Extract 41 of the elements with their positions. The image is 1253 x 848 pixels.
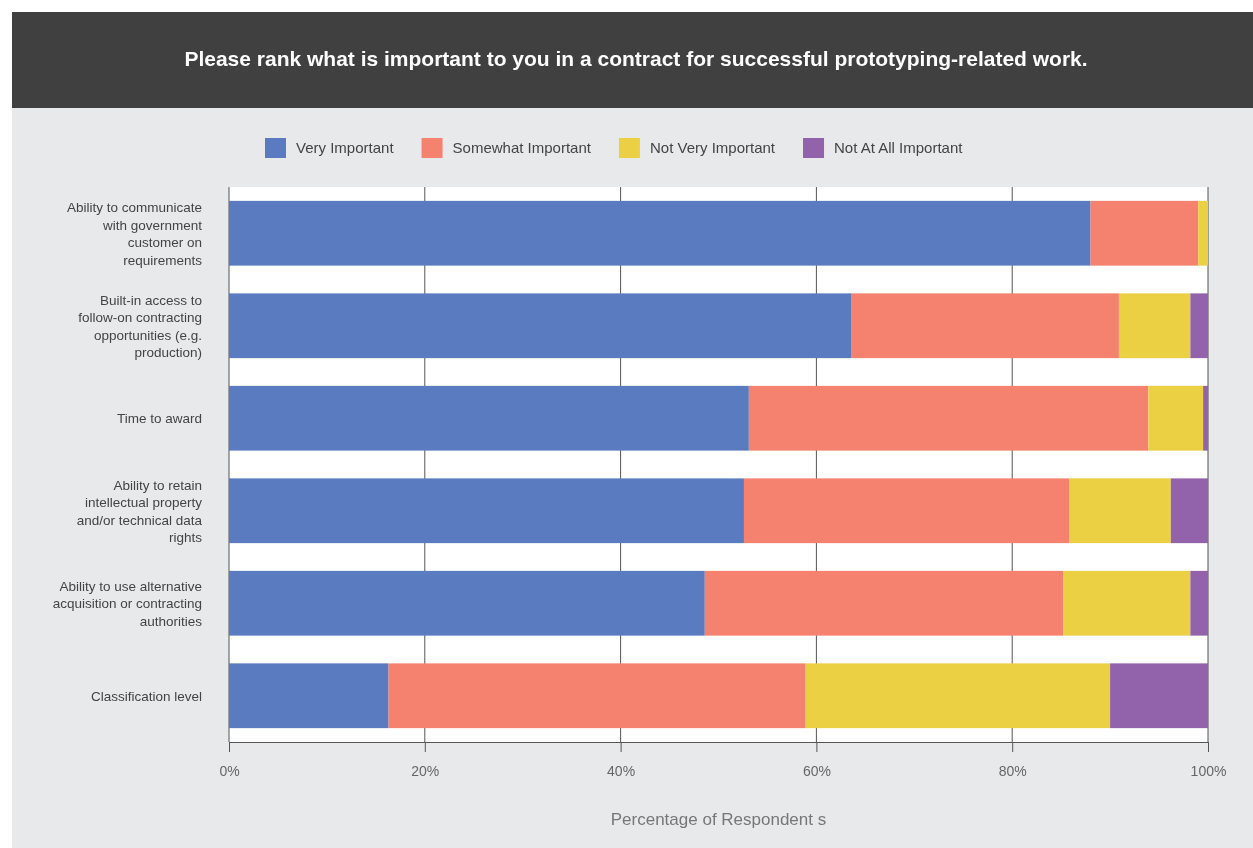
- bar: [388, 663, 806, 729]
- bar: [229, 293, 852, 359]
- x-tick-label: 60%: [802, 762, 831, 779]
- x-tick-label: 80%: [998, 762, 1027, 779]
- bar: [1203, 385, 1208, 451]
- bar: [229, 478, 744, 544]
- x-tick-label: 0%: [219, 762, 240, 779]
- y-tick-label: Ability to retain intellectual property and/or technical data rights: [76, 477, 203, 545]
- x-tick-label: 20%: [411, 762, 440, 779]
- legend-label: Not Very Important: [649, 139, 776, 156]
- y-tick-label: Ability to use alternative acquisition or contracting authorities: [52, 578, 203, 629]
- y-tick-label: Classification level: [90, 688, 202, 704]
- bar: [1068, 478, 1171, 544]
- x-tick-label: 40%: [607, 762, 636, 779]
- x-tick-label: 100%: [1190, 762, 1227, 779]
- bar: [229, 570, 705, 636]
- bar: [743, 478, 1069, 544]
- y-tick-label: Ability to communicate with government customer on requirements: [66, 200, 203, 268]
- chart-title: Please rank what is important to you in a contract for successful prototyping-related work.: [184, 47, 1088, 70]
- legend-label: Very Important: [296, 139, 395, 156]
- bar: [1170, 478, 1208, 544]
- bar: [1063, 570, 1191, 636]
- bar: [1110, 663, 1208, 729]
- bar: [1190, 570, 1208, 636]
- legend-label: Somewhat Important: [452, 139, 592, 156]
- bar: [1198, 200, 1208, 266]
- bar: [229, 385, 749, 451]
- bar: [229, 200, 1091, 266]
- y-tick-label: Time to award: [116, 411, 202, 427]
- legend-label: Not At All Important: [834, 139, 964, 156]
- bar: [851, 293, 1119, 359]
- bar: [1148, 385, 1204, 451]
- bar: [1190, 293, 1208, 359]
- bar: [805, 663, 1111, 729]
- bar: [704, 570, 1064, 636]
- bar: [748, 385, 1149, 451]
- bar: [1118, 293, 1191, 359]
- bar: [229, 663, 389, 729]
- y-tick-label: Built-in access to follow-on contracting opportunities (e.g. production): [78, 292, 202, 360]
- bar: [1090, 200, 1199, 266]
- x-axis-title: Percentage of Respondent s: [610, 810, 827, 829]
